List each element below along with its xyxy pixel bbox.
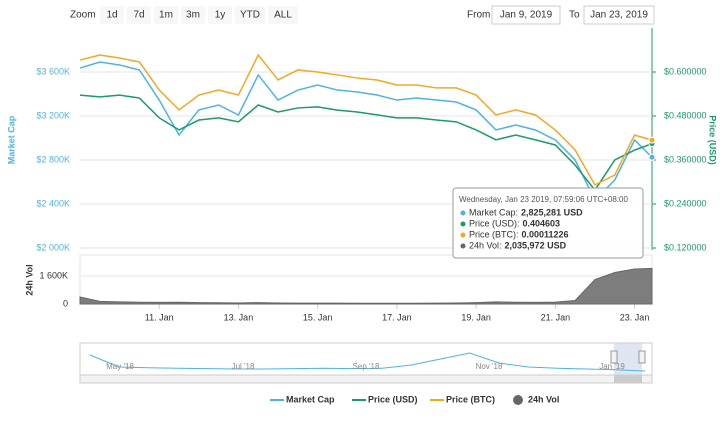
navigator-line: [89, 352, 646, 372]
tooltip-header: Wednesday, Jan 23 2019, 07:59:06 UTC+08:…: [459, 195, 628, 204]
zoom-button-label[interactable]: 1y: [215, 10, 226, 21]
y-tick-label: $2 400K: [36, 198, 70, 208]
y2-tick-label: $0.600000: [664, 66, 707, 76]
zoom-button[interactable]: [127, 6, 151, 24]
y-tick-label: $3 200K: [36, 110, 70, 120]
from-label: From: [467, 10, 490, 21]
navigator-handle[interactable]: [610, 350, 618, 364]
navigator-label: Jul '18: [232, 362, 255, 371]
tooltip-value: 0.404603: [523, 218, 561, 228]
zoom-button-label[interactable]: YTD: [240, 10, 260, 21]
volume-tick-label: 1 600K: [39, 270, 68, 280]
y-tick-label: $2 000K: [36, 242, 70, 252]
navigator-label: May '18: [106, 362, 134, 371]
y-axis-title: Market Cap: [6, 115, 16, 164]
series-line: [79, 61, 653, 202]
tooltip-label: Market Cap:: [469, 207, 518, 217]
x-tick-label: 17. Jan: [382, 312, 412, 322]
tooltip-value: 0.00011226: [522, 229, 569, 239]
navigator-label: Sep '18: [353, 362, 380, 371]
scrollbar-thumb[interactable]: [614, 375, 642, 383]
zoom-button-label[interactable]: 1m: [159, 10, 173, 21]
legend-symbol: [513, 395, 523, 405]
zoom-button-label[interactable]: 1d: [106, 10, 117, 21]
navigator-label: Jan '19: [599, 362, 625, 371]
y2-tick-label: $0.120000: [664, 242, 707, 252]
series-line: [79, 53, 653, 186]
volume-tick-label: 0: [63, 298, 68, 308]
volume-axis-title: 24h Vol: [24, 264, 34, 295]
zoom-button[interactable]: [208, 6, 232, 24]
zoom-label: Zoom: [70, 10, 96, 21]
tooltip-bullet: [460, 243, 466, 249]
y2-tick-label: $0.240000: [664, 198, 707, 208]
zoom-button-label[interactable]: 3m: [186, 10, 200, 21]
legend-label[interactable]: Market Cap: [286, 394, 335, 404]
volume-area: [79, 267, 653, 305]
hover-marker: [648, 136, 656, 144]
series-line: [79, 94, 653, 192]
legend-label[interactable]: Price (BTC): [446, 394, 495, 404]
navigator-handle[interactable]: [638, 350, 646, 364]
tooltip-bullet: [460, 232, 466, 238]
to-value[interactable]: Jan 23, 2019: [590, 10, 648, 21]
x-tick-label: 21. Jan: [541, 312, 571, 322]
tooltip-bullet: [460, 210, 466, 216]
zoom-button[interactable]: [154, 6, 178, 24]
zoom-button[interactable]: [268, 6, 298, 24]
zoom-button-label[interactable]: 7d: [133, 10, 144, 21]
tooltip-value: 2,035,972 USD: [505, 240, 567, 250]
from-value[interactable]: Jan 9, 2019: [500, 10, 553, 21]
volume-panel: [79, 254, 653, 305]
tooltip-label: 24h Vol:: [469, 240, 502, 250]
zoom-button-label[interactable]: ALL: [274, 10, 292, 21]
y2-tick-label: $0.480000: [664, 110, 707, 120]
y2-tick-label: $0.360000: [664, 154, 707, 164]
y-tick-label: $3 600K: [36, 66, 70, 76]
legend-label[interactable]: 24h Vol: [528, 394, 559, 404]
x-tick-label: 19. Jan: [461, 312, 491, 322]
tooltip-bullet: [460, 221, 466, 227]
to-input[interactable]: [583, 5, 655, 25]
x-tick-label: 23. Jan: [620, 312, 650, 322]
hover-marker: [648, 153, 656, 161]
tooltip-label: Price (USD):: [469, 218, 520, 228]
zoom-button[interactable]: [235, 6, 265, 24]
x-tick-label: 11. Jan: [145, 312, 174, 322]
zoom-button[interactable]: [181, 6, 205, 24]
zoom-button[interactable]: [100, 6, 124, 24]
x-tick-label: 13. Jan: [224, 312, 254, 322]
scrollbar[interactable]: [79, 374, 653, 384]
to-label: To: [569, 10, 580, 21]
from-input[interactable]: [491, 5, 561, 25]
legend-label[interactable]: Price (USD): [368, 394, 418, 404]
y2-axis-title: Price (USD): [708, 115, 718, 165]
tooltip: [452, 187, 644, 259]
tooltip-label: Price (BTC):: [469, 229, 519, 239]
tooltip-value: 2,825,281 USD: [521, 207, 583, 217]
y-tick-label: $2 800K: [36, 154, 70, 164]
x-tick-label: 15. Jan: [303, 312, 333, 322]
navigator-label: Nov '18: [476, 362, 503, 371]
